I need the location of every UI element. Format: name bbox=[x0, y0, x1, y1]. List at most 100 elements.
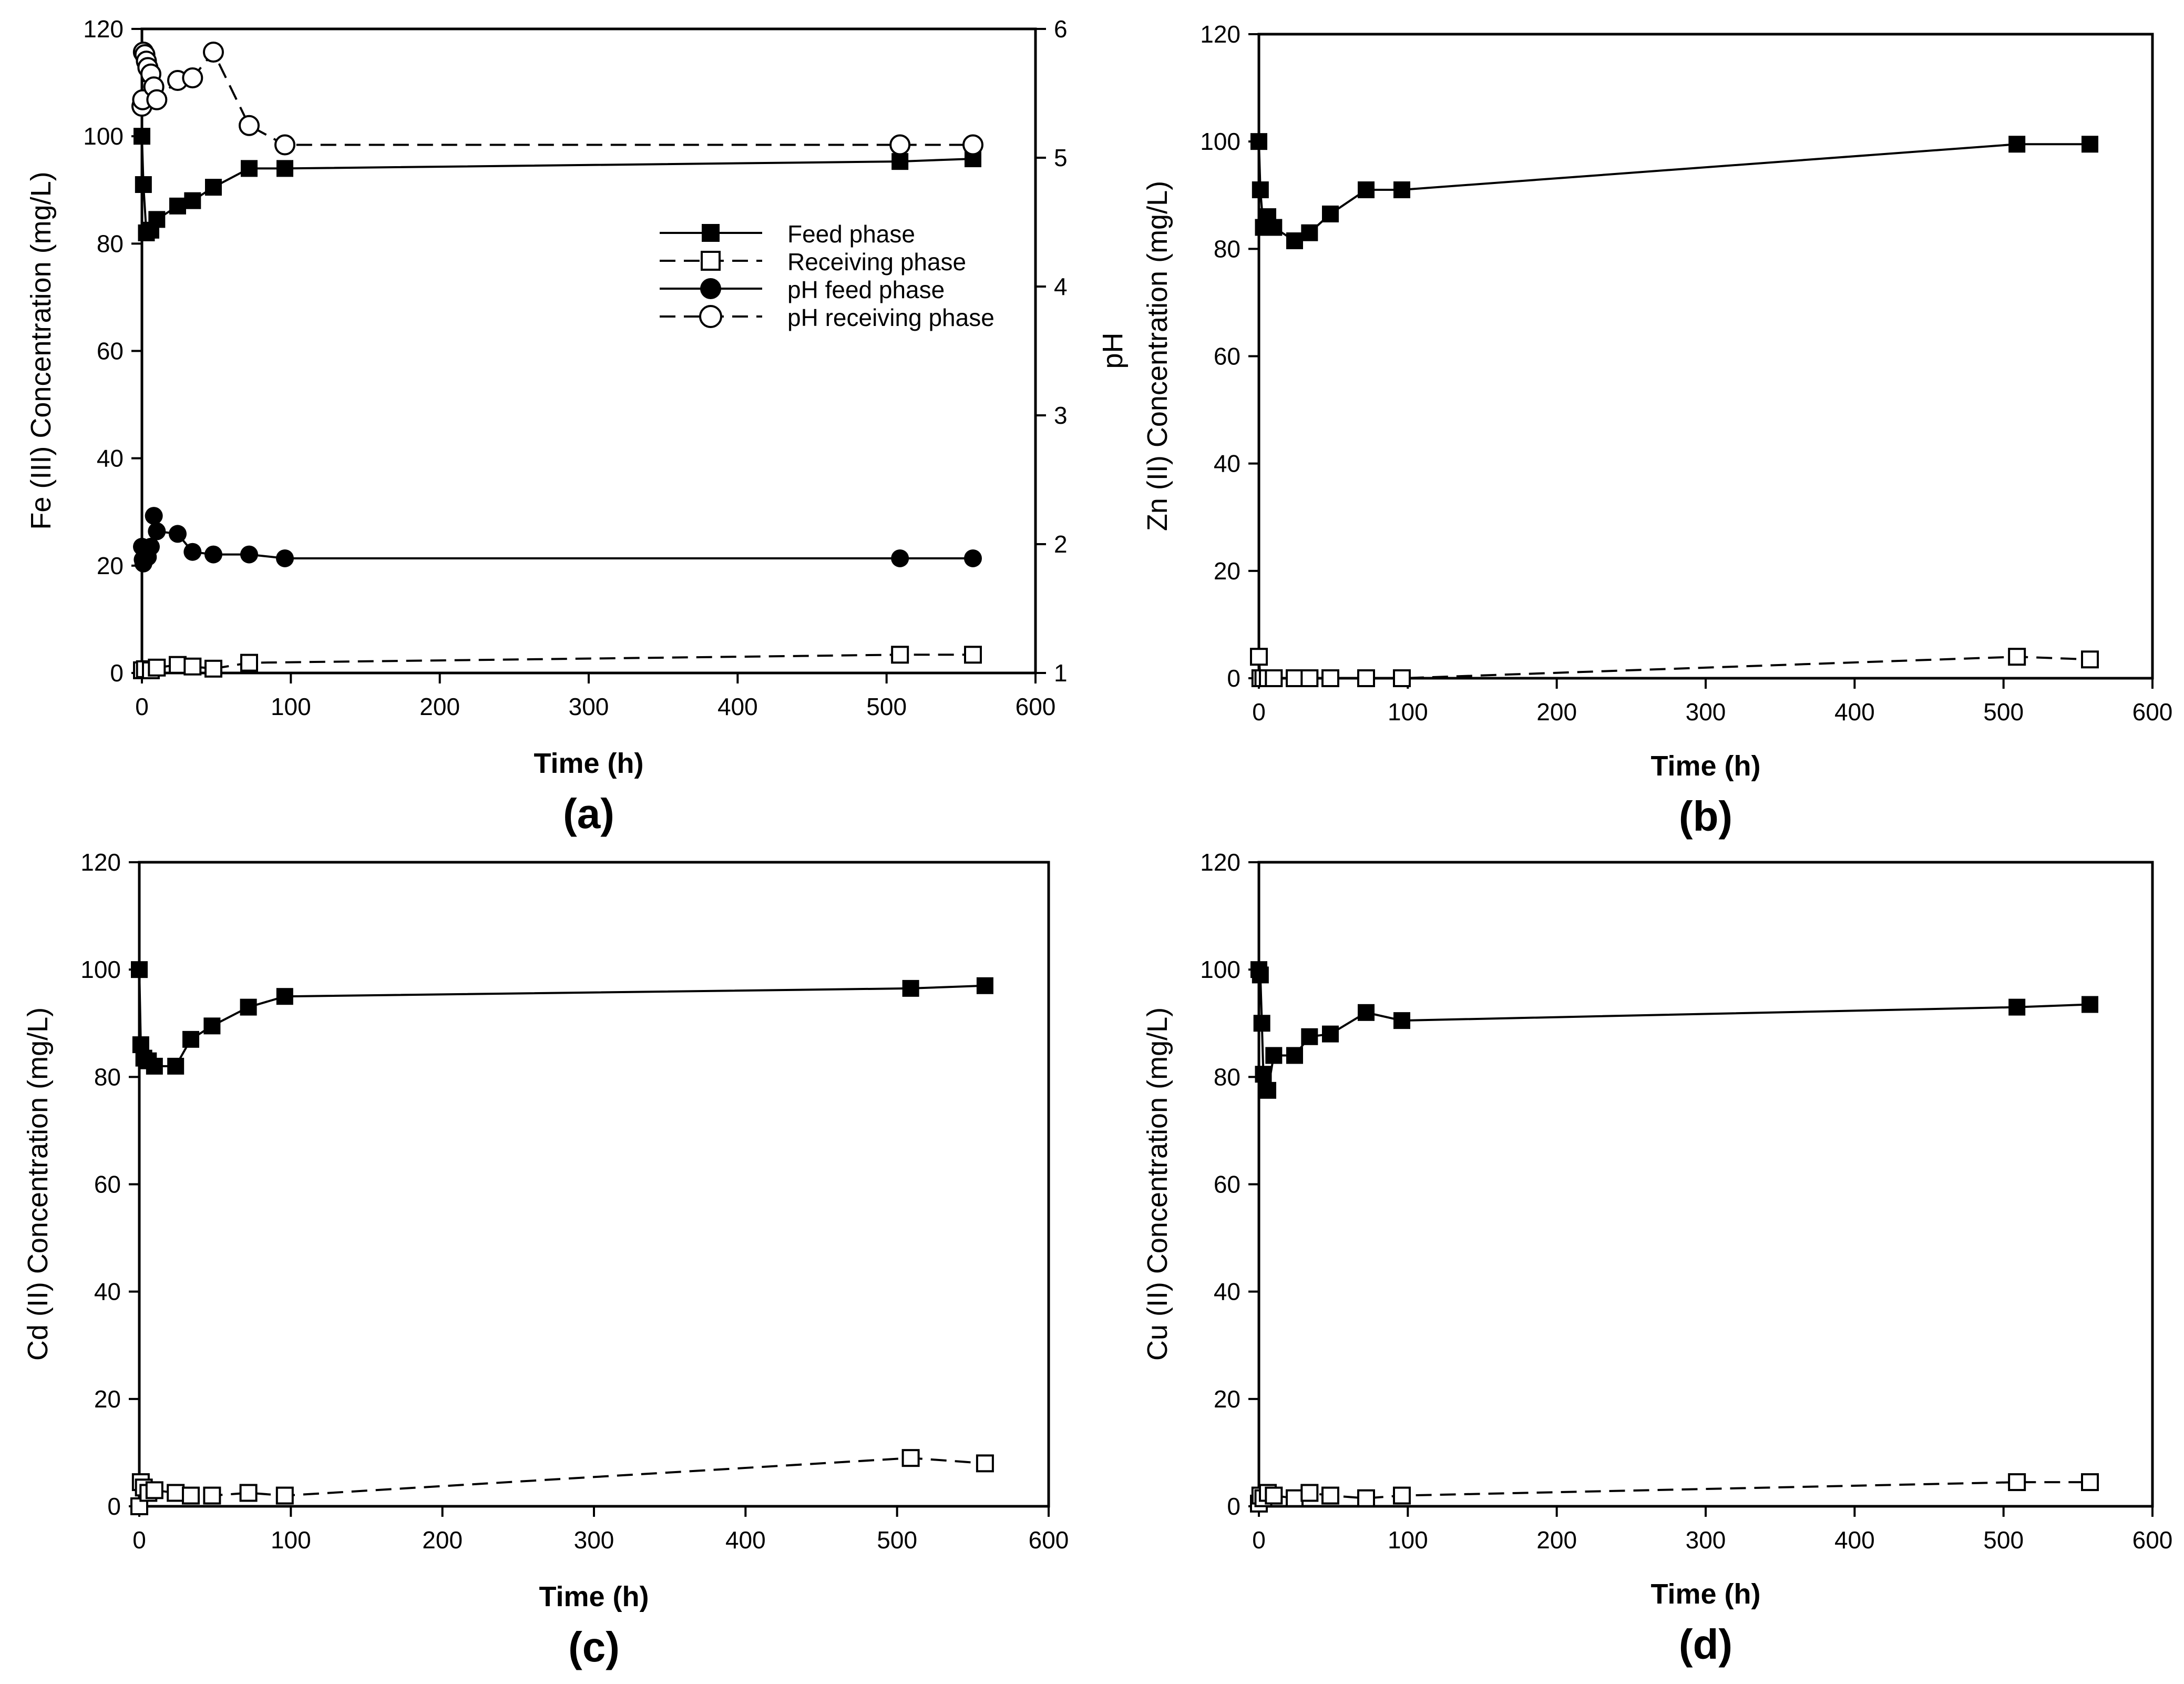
panel-b-ticks: 0 100 200 300 400 500 600 0 20 40 60 80 100 120 bbox=[1200, 21, 2172, 726]
panel-a-series-feed-phase-point bbox=[276, 160, 293, 177]
panel-c-y-tick-label: 60 bbox=[94, 1171, 121, 1198]
panel-b-chart: 0 100 200 300 400 500 600 0 20 40 60 80 100 120 Time … bbox=[1142, 21, 2172, 840]
panel-a-series-ph-feed-phase-point bbox=[169, 525, 187, 543]
panel-b-y-tick-label: 40 bbox=[1214, 450, 1240, 477]
panel-c-series-feed-phase-point bbox=[182, 1030, 200, 1048]
panel-b-y-axis-label: Zn (II) Concentration (mg/L) bbox=[1142, 181, 1173, 531]
panel-c-series-feed-phase-point bbox=[131, 961, 148, 978]
panel-c-x-tick-label: 200 bbox=[422, 1526, 463, 1554]
panel-a-series-ph-feed-phase-point bbox=[240, 545, 258, 564]
panel-c-y-tick-label: 20 bbox=[94, 1385, 121, 1413]
panel-d-x-tick-label: 400 bbox=[1834, 1526, 1875, 1554]
panel-d-series-feed-phase-line bbox=[1258, 969, 2090, 1091]
panel-d-series-receiving-phase-point bbox=[2081, 1473, 2099, 1492]
panel-b-plot-frame bbox=[1257, 33, 2154, 680]
panel-a-x-tick-label: 400 bbox=[717, 693, 758, 720]
panel-b-x-axis-label: Time (h) bbox=[1650, 750, 1760, 782]
panel-c-x-tick-label: 300 bbox=[574, 1526, 614, 1554]
panel-c-x-tick-label: 500 bbox=[877, 1526, 917, 1554]
panel-c-series-feed-phase-point bbox=[167, 1057, 184, 1075]
panel-a-x-tick-label: 500 bbox=[866, 693, 907, 720]
panel-a-series-feed-phase-point bbox=[205, 179, 222, 196]
panel-d-series-feed-phase-point bbox=[1265, 1047, 1283, 1064]
panel-d-chart: 0 100 200 300 400 500 600 0 20 40 60 80 100 120 Time … bbox=[1142, 849, 2172, 1668]
panel-a-series-receiving-phase-line bbox=[141, 654, 973, 671]
panel-d-series-receiving-phase-point bbox=[1357, 1489, 1375, 1507]
panel-d-series-feed-phase-point bbox=[1255, 1066, 1272, 1083]
panel-b-series-receiving-phase-point bbox=[2008, 648, 2026, 666]
panel-b-series-receiving-phase-line bbox=[1258, 656, 2090, 679]
panel-b-x-tick-label: 400 bbox=[1834, 698, 1875, 726]
panel-b-series-feed-phase-point bbox=[1301, 224, 1318, 241]
panel-a-series-receiving-phase-point bbox=[891, 646, 909, 664]
panel-d-series-receiving-phase-point bbox=[2008, 1473, 2026, 1492]
panel-b-y-tick-label: 120 bbox=[1200, 21, 1240, 48]
panel-a-x-tick-label: 300 bbox=[569, 693, 609, 720]
panel-c-chart: 0 100 200 300 400 500 600 0 20 40 60 80 100 120 Time … bbox=[22, 849, 1069, 1670]
panel-d-plot-frame bbox=[1257, 861, 2154, 1508]
panel-b-x-tick-label: 100 bbox=[1388, 698, 1428, 726]
panel-c-y-tick-label: 0 bbox=[107, 1493, 121, 1520]
panel-b-series-receiving-phase-point bbox=[1265, 669, 1283, 687]
panel-a-x-tick-label: 100 bbox=[271, 693, 311, 720]
panel-c-series-receiving-phase-point bbox=[182, 1486, 200, 1505]
panel-a-series-feed-phase-line bbox=[141, 136, 973, 235]
panel-a-series-ph-feed-phase-point bbox=[183, 543, 202, 561]
panel-d-series-receiving-phase-point bbox=[1286, 1489, 1304, 1507]
panel-a-ticks: 0 100 200 300 400 500 600 0 20 40 60 80 100 120 1 2 3 4 5 6 bbox=[83, 15, 1067, 720]
panel-b-series-feed-phase-point bbox=[1250, 133, 1267, 150]
panel-b-series-feed-phase-point bbox=[1265, 219, 1283, 236]
panel-a-series-receiving-phase-point bbox=[964, 646, 982, 664]
panel-b-y-tick-label: 20 bbox=[1214, 557, 1240, 585]
panel-a-series-feed-phase-point bbox=[134, 128, 150, 145]
panel-b-x-tick-label: 0 bbox=[1252, 698, 1266, 726]
panel-d-x-tick-label: 0 bbox=[1252, 1526, 1266, 1554]
panel-b-x-tick-label: 500 bbox=[1983, 698, 2024, 726]
panel-c-x-tick-label: 100 bbox=[271, 1526, 311, 1554]
panel-a-series-ph-feed-phase-point bbox=[145, 507, 163, 525]
panel-c-x-tick-label: 600 bbox=[1029, 1526, 1069, 1554]
panel-d-series-feed-phase-point bbox=[1393, 1012, 1410, 1029]
panel-c-label: (c) bbox=[568, 1624, 620, 1670]
panel-b-series-feed-phase-line bbox=[1258, 141, 2090, 242]
panel-a-series-receiving-phase-point bbox=[148, 658, 166, 677]
panel-b-x-tick-label: 200 bbox=[1536, 698, 1577, 726]
panel-c-series-feed-phase-point bbox=[976, 977, 993, 994]
panel-a-series-feed-phase-point bbox=[148, 211, 166, 228]
panel-d-series-feed-phase-point bbox=[1322, 1025, 1339, 1043]
panel-d-x-tick-label: 500 bbox=[1983, 1526, 2024, 1554]
panel-a-y-tick-label: 80 bbox=[97, 230, 124, 257]
panel-c-plot-frame bbox=[138, 861, 1050, 1508]
panel-b-label: (b) bbox=[1679, 793, 1732, 840]
panel-d-x-axis-label: Time (h) bbox=[1650, 1578, 1760, 1610]
panel-a-y2-tick-label: 4 bbox=[1054, 273, 1068, 300]
panel-c-series-feed-phase-point bbox=[146, 1057, 163, 1075]
panel-d-series-feed-phase-point bbox=[1286, 1047, 1303, 1064]
panel-c-series-feed-phase-point bbox=[240, 998, 257, 1016]
panel-d-series-feed-phase-point bbox=[1252, 966, 1269, 984]
legend-feed-phase-label: Feed phase bbox=[787, 220, 915, 248]
panel-d-series-lines bbox=[1258, 969, 2090, 1504]
panel-d-y-tick-label: 60 bbox=[1214, 1171, 1240, 1198]
panel-b-x-tick-label: 300 bbox=[1686, 698, 1726, 726]
panel-d-x-tick-label: 100 bbox=[1388, 1526, 1428, 1554]
panel-d-x-tick-label: 300 bbox=[1686, 1526, 1726, 1554]
panel-c-series-feed-phase-point bbox=[276, 988, 293, 1005]
panel-d-y-tick-label: 0 bbox=[1227, 1493, 1240, 1520]
panel-a-y2-tick-label: 2 bbox=[1054, 530, 1068, 558]
panel-c-series-receiving-phase-line bbox=[138, 1457, 986, 1507]
panel-a-x-tick-label: 600 bbox=[1016, 693, 1056, 720]
panel-d-series-feed-phase-point bbox=[1358, 1004, 1375, 1021]
panel-d-series-feed-phase-point bbox=[1253, 1015, 1270, 1032]
panel-a-series-lines bbox=[141, 48, 973, 671]
panel-a-series-feed-phase-point bbox=[184, 192, 201, 209]
panel-d-markers bbox=[1250, 961, 2099, 1513]
panel-c-y-axis-label: Cd (II) Concentration (mg/L) bbox=[22, 1007, 54, 1361]
panel-a-series-ph-feed-phase-line bbox=[141, 515, 973, 564]
panel-d-y-tick-label: 80 bbox=[1214, 1063, 1240, 1090]
panel-d-series-receiving-phase-point bbox=[1393, 1486, 1411, 1505]
panel-b-series-receiving-phase-point bbox=[1250, 648, 1268, 666]
panel-a-y-tick-label: 120 bbox=[83, 15, 124, 43]
panel-a-plot-frame bbox=[140, 27, 1037, 675]
